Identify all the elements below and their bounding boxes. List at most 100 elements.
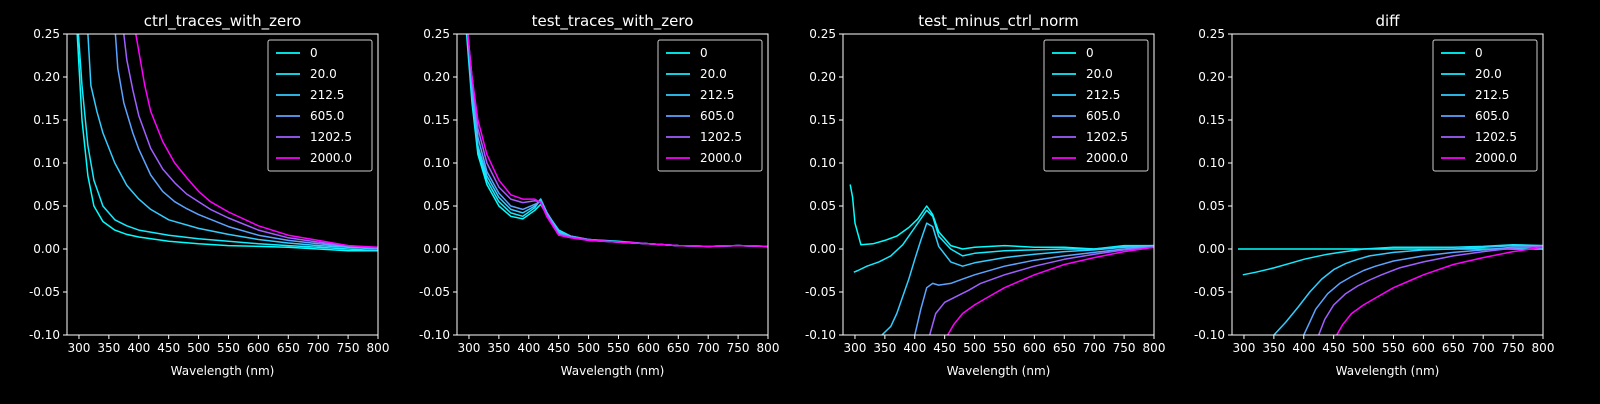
series-group <box>849 184 1154 335</box>
x-tick-label: 450 <box>157 341 180 355</box>
x-tick-label: 300 <box>458 341 481 355</box>
x-tick-label: 750 <box>1113 341 1136 355</box>
y-tick-label: 0.10 <box>1198 156 1225 170</box>
legend-label: 1202.5 <box>700 130 742 144</box>
axes-frame <box>66 33 379 336</box>
y-tick-label: 0.10 <box>33 156 60 170</box>
y-tick-label: 0.10 <box>809 156 836 170</box>
legend-label: 1202.5 <box>1475 130 1517 144</box>
x-tick-label: 300 <box>68 341 91 355</box>
x-tick-label: 450 <box>933 341 956 355</box>
legend-box <box>1432 39 1538 172</box>
legend-label: 20.0 <box>1475 67 1502 81</box>
legend-label: 0 <box>700 46 708 60</box>
y-tick-label: 0.10 <box>423 156 450 170</box>
series-group <box>76 34 378 252</box>
x-tick-label: 600 <box>637 341 660 355</box>
series-group <box>1238 243 1543 335</box>
y-tick-label: 0.00 <box>423 242 450 256</box>
x-tick-label: 750 <box>727 341 750 355</box>
legend: 0 20.0 212.5 605.0 1202.5 2000.0 <box>1432 39 1538 172</box>
legend-label: 20.0 <box>1086 67 1113 81</box>
x-tick-label: 550 <box>993 341 1016 355</box>
y-tick-label: 0.15 <box>1198 113 1225 127</box>
axes-frame <box>456 33 769 336</box>
y-tick-label: 0.20 <box>423 70 450 84</box>
y-tick-label: 0.00 <box>1198 242 1225 256</box>
series-line-2000.0 <box>947 246 1154 335</box>
x-tick-label: 600 <box>1412 341 1435 355</box>
legend-box <box>267 39 373 172</box>
chart-panel-4: diff 300 350 400 450 500 550 600 650 700 750 800 -0.… <box>1194 12 1555 378</box>
y-tick-label: 0.20 <box>33 70 60 84</box>
x-tick-label: 650 <box>1442 341 1465 355</box>
y-tick-label: 0.00 <box>33 242 60 256</box>
series-line-0 <box>76 34 378 252</box>
x-tick-label: 650 <box>1053 341 1076 355</box>
legend-box <box>1043 39 1149 172</box>
x-tick-label: 650 <box>667 341 690 355</box>
legend-label: 1202.5 <box>310 130 352 144</box>
x-tick-label: 700 <box>1472 341 1495 355</box>
x-tick-label: 550 <box>607 341 630 355</box>
legend-label: 212.5 <box>1475 88 1509 102</box>
x-tick-label: 800 <box>1143 341 1166 355</box>
y-tick-label: 0.25 <box>33 27 60 41</box>
legend-label: 20.0 <box>310 67 337 81</box>
x-axis-label: Wavelength (nm) <box>1336 364 1440 378</box>
legend-label: 212.5 <box>1086 88 1120 102</box>
series-line-0 <box>849 184 1154 250</box>
y-tick-label: 0.20 <box>1198 70 1225 84</box>
series-line-2000.0 <box>467 34 768 248</box>
axes-frame <box>1231 33 1544 336</box>
y-tick-label: 0.25 <box>809 27 836 41</box>
y-tick-label: -0.05 <box>29 285 60 299</box>
x-tick-label: 400 <box>127 341 150 355</box>
x-tick-label: 500 <box>963 341 986 355</box>
series-line-605.0 <box>114 34 378 249</box>
x-axis-label: Wavelength (nm) <box>947 364 1051 378</box>
x-tick-label: 500 <box>187 341 210 355</box>
x-tick-label: 700 <box>697 341 720 355</box>
x-tick-label: 500 <box>577 341 600 355</box>
y-tick-label: 0.05 <box>809 199 836 213</box>
series-line-2000.0 <box>135 34 378 249</box>
x-tick-label: 400 <box>903 341 926 355</box>
y-tick-label: 0.05 <box>423 199 450 213</box>
x-tick-label: 300 <box>844 341 867 355</box>
y-tick-label: 0.15 <box>423 113 450 127</box>
x-tick-label: 400 <box>517 341 540 355</box>
x-tick-label: 400 <box>1292 341 1315 355</box>
series-line-212.5 <box>881 222 1154 335</box>
legend-box <box>657 39 763 172</box>
legend-label: 605.0 <box>310 109 344 123</box>
x-tick-label: 500 <box>1352 341 1375 355</box>
series-line-20.0 <box>77 34 378 252</box>
legend-label: 0 <box>1475 46 1483 60</box>
x-tick-label: 650 <box>277 341 300 355</box>
legend-label: 605.0 <box>1475 109 1509 123</box>
y-tick-label: -0.10 <box>29 328 60 342</box>
y-tick-label: 0.05 <box>33 199 60 213</box>
legend-label: 605.0 <box>700 109 734 123</box>
x-tick-label: 800 <box>757 341 780 355</box>
y-tick-label: 0.15 <box>33 113 60 127</box>
y-tick-label: -0.10 <box>1194 328 1225 342</box>
x-tick-label: 350 <box>873 341 896 355</box>
legend-label: 0 <box>310 46 318 60</box>
x-tick-label: 550 <box>217 341 240 355</box>
legend: 0 20.0 212.5 605.0 1202.5 2000.0 <box>267 39 373 172</box>
chart-title: diff <box>1375 12 1400 30</box>
x-tick-label: 350 <box>487 341 510 355</box>
x-tick-label: 350 <box>97 341 120 355</box>
y-tick-label: -0.05 <box>419 285 450 299</box>
x-tick-label: 800 <box>1532 341 1555 355</box>
chart-panel-2: test_traces_with_zero 300 350 400 450 500 550 6… <box>419 12 780 378</box>
legend-label: 2000.0 <box>310 151 352 165</box>
series-group <box>465 34 768 248</box>
chart-panel-3: test_minus_ctrl_norm 300 350 400 450 500 550 60… <box>805 12 1166 378</box>
x-tick-label: 750 <box>1502 341 1525 355</box>
series-line-1202.5 <box>928 246 1154 335</box>
